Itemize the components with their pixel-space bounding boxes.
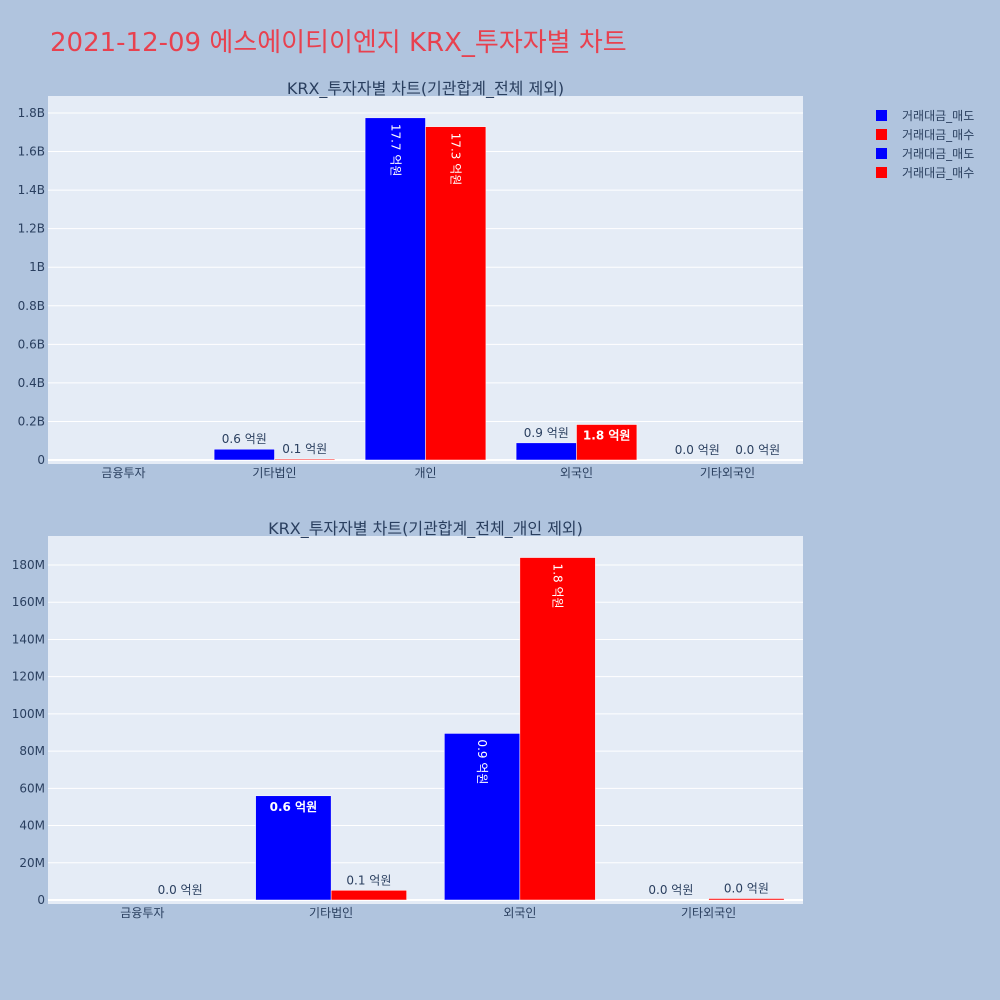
legend-label: 거래대금_매도 xyxy=(902,147,975,161)
chart-title: KRX_투자자별 차트(기관합계_전체 제외) xyxy=(287,79,564,99)
x-tick-label: 기타외국인 xyxy=(681,906,736,920)
legend-item-buy[interactable]: 거래대금_매수 xyxy=(876,163,974,182)
legend: 거래대금_매도 거래대금_매수 거래대금_매도 거래대금_매수 xyxy=(876,106,974,182)
legend-swatch-sell xyxy=(876,110,887,121)
bar xyxy=(425,126,487,461)
legend-item-sell[interactable]: 거래대금_매도 xyxy=(876,144,974,163)
x-tick-label: 기타외국인 xyxy=(700,466,755,480)
data-label: 0.0 억원 xyxy=(648,883,693,897)
bar xyxy=(255,795,332,901)
legend-swatch-buy xyxy=(876,167,887,178)
bar xyxy=(576,424,638,461)
y-tick-label: 80M xyxy=(19,744,45,758)
y-tick-label: 1.4B xyxy=(18,183,45,197)
y-tick-label: 180M xyxy=(12,558,45,572)
y-tick-label: 1.8B xyxy=(18,106,45,120)
data-label: 1.8 억원 xyxy=(551,564,565,609)
chart-1: 0 0.2B 0.4B 0.6B 0.8B 1B 1.2B 1.4B 1.6B 1.8B KRX_투… xyxy=(18,79,803,480)
bar xyxy=(213,448,275,461)
x-tick-label: 금융투자 xyxy=(101,466,145,480)
bar xyxy=(515,442,577,461)
data-label: 0.0 억원 xyxy=(724,882,769,896)
data-label: 0.6 억원 xyxy=(270,800,318,814)
y-tick-label: 0 xyxy=(37,453,45,467)
legend-item-sell[interactable]: 거래대금_매도 xyxy=(876,106,974,125)
y-tick-label: 60M xyxy=(19,781,45,795)
data-label: 1.8 억원 xyxy=(583,429,631,443)
data-label: 0.0 억원 xyxy=(675,443,720,457)
legend-label: 거래대금_매수 xyxy=(902,166,975,180)
x-tick-label: 외국인 xyxy=(503,906,536,920)
y-tick-label: 40M xyxy=(19,819,45,833)
x-tick-label: 금융투자 xyxy=(120,906,164,920)
bar xyxy=(274,458,336,461)
x-tick-label: 기타법인 xyxy=(309,906,353,920)
data-label: 0.0 억원 xyxy=(158,883,203,897)
data-label: 0.9 억원 xyxy=(475,739,489,784)
data-label: 0.6 억원 xyxy=(222,432,267,446)
y-tick-label: 1.2B xyxy=(18,222,45,236)
chart-2: 0 20M 40M 60M 80M 100M 120M 140M 160M 180M KRX_투자자… xyxy=(12,519,803,920)
data-label: 0.0 억원 xyxy=(735,443,780,457)
bar xyxy=(708,898,785,901)
y-tick-label: 120M xyxy=(12,670,45,684)
y-tick-label: 0.2B xyxy=(18,414,45,428)
page-title: 2021-12-09 에스에이티이엔지 KRX_투자자별 차트 xyxy=(50,28,627,58)
y-tick-label: 100M xyxy=(12,707,45,721)
x-tick-label: 기타법인 xyxy=(252,466,296,480)
y-tick-label: 1.6B xyxy=(18,145,45,159)
data-label: 0.9 억원 xyxy=(524,426,569,440)
x-tick-label: 개인 xyxy=(414,466,436,480)
data-label: 17.3 억원 xyxy=(449,133,463,186)
y-tick-label: 160M xyxy=(12,595,45,609)
plot-area xyxy=(48,536,803,904)
data-label: 17.7 억원 xyxy=(388,124,402,177)
chart-title: KRX_투자자별 차트(기관합계_전체_개인 제외) xyxy=(268,519,583,539)
y-tick-label: 0.6B xyxy=(18,337,45,351)
legend-label: 거래대금_매수 xyxy=(902,128,975,142)
y-tick-label: 1B xyxy=(29,260,45,274)
bar xyxy=(519,557,596,901)
y-tick-label: 0 xyxy=(37,893,45,907)
legend-swatch-sell xyxy=(876,148,887,159)
legend-label: 거래대금_매도 xyxy=(902,109,975,123)
x-tick-label: 외국인 xyxy=(560,466,593,480)
y-tick-label: 0.8B xyxy=(18,299,45,313)
bar xyxy=(364,117,426,461)
legend-item-buy[interactable]: 거래대금_매수 xyxy=(876,125,974,144)
y-tick-label: 140M xyxy=(12,632,45,646)
data-label: 0.1 억원 xyxy=(346,873,391,887)
y-tick-label: 0.4B xyxy=(18,376,45,390)
y-tick-label: 20M xyxy=(19,856,45,870)
legend-swatch-buy xyxy=(876,129,887,140)
bar xyxy=(330,890,407,901)
data-label: 0.1 억원 xyxy=(282,442,327,456)
